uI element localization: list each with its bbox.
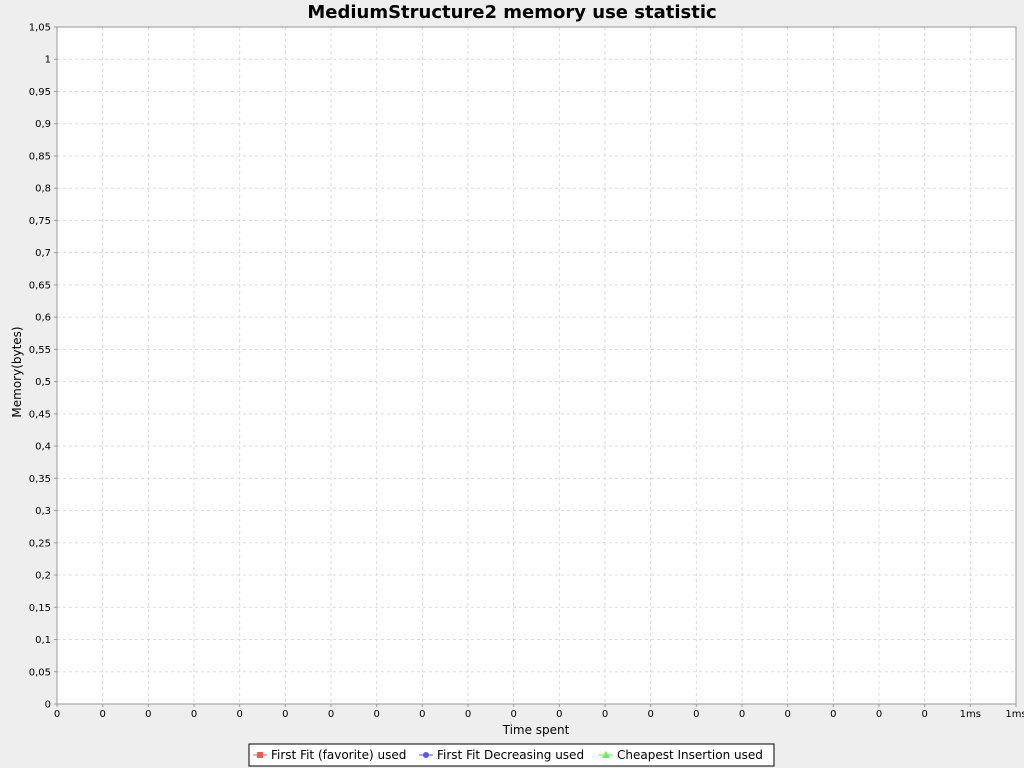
y-axis-label: Memory(bytes) [10,326,24,417]
y-tick-label: 0,7 [35,248,51,259]
y-tick-label: 0 [45,700,51,711]
legend-label: First Fit Decreasing used [437,748,584,762]
x-tick-label: 0 [99,709,105,720]
legend-item: First Fit Decreasing used [419,748,584,762]
y-tick-label: 0,6 [35,313,51,324]
y-tick-label: 0,1 [35,635,51,646]
x-tick-label: 0 [145,709,151,720]
x-tick-label: 0 [510,709,516,720]
x-tick-label: 0 [647,709,653,720]
x-tick-label: 0 [693,709,699,720]
y-tick-label: 0,55 [29,345,51,356]
x-tick-label: 0 [54,709,60,720]
y-tick-label: 0,5 [35,377,51,388]
x-tick-label: 0 [191,709,197,720]
x-tick-label: 0 [236,709,242,720]
y-tick-label: 0,95 [29,87,51,98]
y-tick-label: 0,85 [29,151,51,162]
x-tick-label: 0 [328,709,334,720]
y-tick-label: 0,25 [29,538,51,549]
legend-marker-circle [423,752,429,758]
legend-marker-triangle [602,751,610,758]
y-axis: 0 0,05 0,1 0,15 0,2 0,25 0,3 0,35 0,4 0,45 0,5 0,55… [29,23,57,711]
y-tick-label: 0,45 [29,409,51,420]
grid-lines [57,27,1016,704]
legend-box [248,743,775,767]
y-tick-label: 0,3 [35,506,51,517]
y-tick-label: 0,4 [35,442,51,453]
legend-label: First Fit (favorite) used [271,748,406,762]
x-tick-label: 1ms [1005,709,1024,720]
x-tick-label: 0 [921,709,927,720]
y-tick-label: 0,15 [29,603,51,614]
chart-title: MediumStructure2 memory use statistic [307,2,716,23]
x-tick-label: 0 [282,709,288,720]
x-tick-label: 0 [419,709,425,720]
y-tick-label: 0,05 [29,667,51,678]
y-tick-label: 1,05 [29,23,51,34]
legend: First Fit (favorite) used First Fit Decre… [248,743,775,767]
x-tick-label: 0 [739,709,745,720]
y-tick-label: 0,2 [35,571,51,582]
y-tick-label: 0,8 [35,184,51,195]
y-tick-label: 0,35 [29,474,51,485]
x-axis: 0 0 0 0 0 0 0 0 0 0 0 0 0 0 0 0 0 0 0 0 1ms 1ms [54,704,1024,720]
legend-item: Cheapest Insertion used [599,748,763,762]
x-tick-label: 0 [830,709,836,720]
y-tick-label: 0,65 [29,280,51,291]
legend-label: Cheapest Insertion used [617,748,763,762]
x-tick-label: 0 [784,709,790,720]
x-tick-label: 0 [556,709,562,720]
y-tick-label: 0,75 [29,216,51,227]
x-tick-label: 1ms [960,709,981,720]
y-tick-label: 0,9 [35,119,51,130]
x-tick-label: 0 [465,709,471,720]
y-tick-label: 1 [45,55,51,66]
x-tick-label: 0 [876,709,882,720]
legend-item: First Fit (favorite) used [253,748,406,762]
legend-marker-square [257,752,263,758]
x-tick-label: 0 [602,709,608,720]
x-axis-label: Time spent [502,723,570,737]
x-tick-label: 0 [373,709,379,720]
plot-border [56,26,1017,705]
plot-area [57,27,1016,704]
